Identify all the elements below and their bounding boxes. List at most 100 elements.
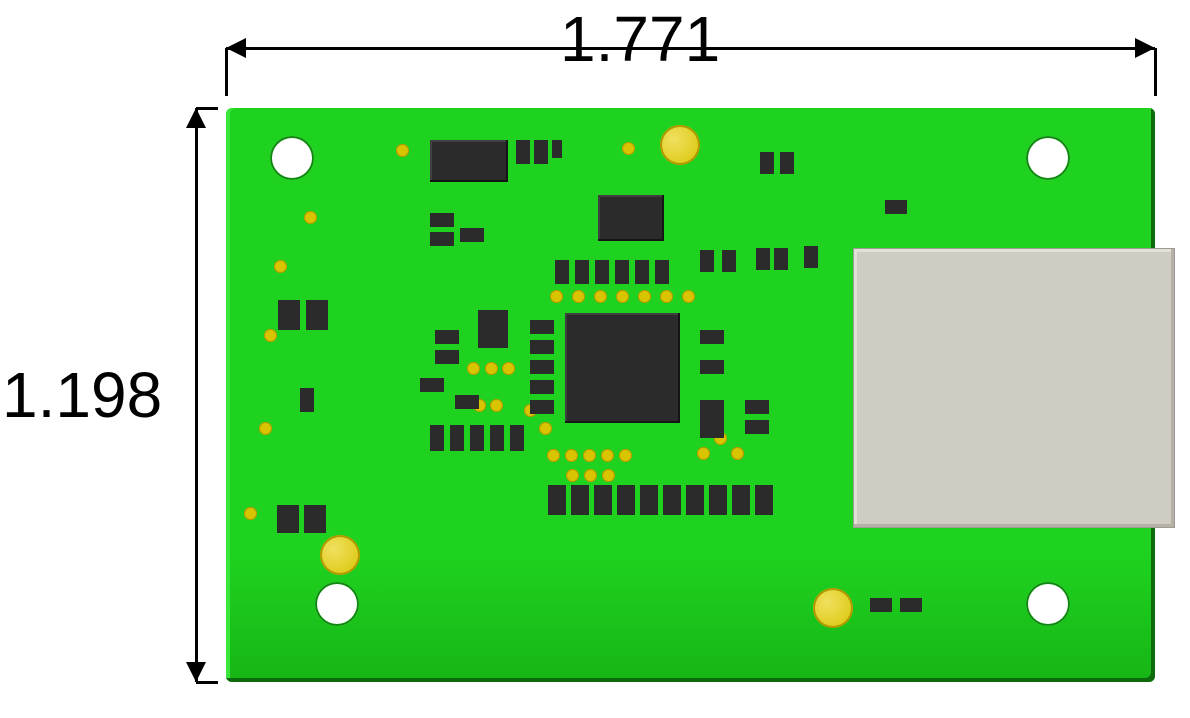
small-via-28 [602,469,615,482]
small-via-15 [485,362,498,375]
small-via-9 [594,290,607,303]
smd-component-47 [594,485,612,515]
smd-component-6 [278,300,300,330]
smd-component-38 [490,425,504,451]
smd-component-25 [478,310,508,348]
smd-component-30 [530,320,554,334]
smd-component-51 [686,485,704,515]
small-via-0 [304,211,317,224]
ic-chip-2 [565,313,680,423]
smd-component-7 [306,300,328,330]
small-via-13 [682,290,695,303]
large-via-2 [813,588,853,628]
smd-component-39 [510,425,524,451]
smd-component-5 [885,200,907,214]
smd-component-16 [756,248,770,270]
small-via-12 [660,290,673,303]
small-via-21 [547,449,560,462]
small-via-17 [490,399,503,412]
smd-component-43 [745,400,769,414]
smd-component-53 [732,485,750,515]
large-via-0 [660,125,700,165]
dim-height-line [195,108,198,682]
smd-component-27 [435,350,459,364]
smd-component-31 [530,340,554,354]
smd-component-11 [430,213,454,227]
smd-component-18 [804,246,818,268]
dim-height-arrow-top [186,108,206,128]
dim-width-arrow-left [226,38,246,58]
small-via-16 [502,362,515,375]
small-via-23 [583,449,596,462]
smd-component-48 [617,485,635,515]
smd-component-32 [530,360,554,374]
smd-component-13 [460,228,484,242]
smd-component-40 [700,330,724,344]
dim-height-arrow-bottom [186,662,206,682]
small-via-24 [601,449,614,462]
smd-component-10 [304,505,326,533]
smd-component-4 [780,152,794,174]
smd-component-8 [300,388,314,412]
small-via-20 [539,422,552,435]
smd-component-35 [430,425,444,451]
smd-component-45 [548,485,566,515]
smd-component-19 [555,260,569,284]
smd-component-36 [450,425,464,451]
smd-component-20 [575,260,589,284]
smd-component-17 [774,248,788,270]
smd-component-15 [722,250,736,272]
smd-component-0 [516,140,530,164]
smd-component-21 [595,260,609,284]
small-via-14 [467,362,480,375]
smd-component-23 [635,260,649,284]
smd-component-29 [455,395,479,409]
smd-component-26 [435,330,459,344]
small-via-10 [616,290,629,303]
dim-width-label: 1.771 [560,2,720,76]
small-via-4 [244,507,257,520]
smd-component-22 [615,260,629,284]
smd-component-28 [420,378,444,392]
smd-component-3 [760,152,774,174]
smd-component-1 [534,140,548,164]
mounting-hole-0 [270,136,314,180]
small-via-27 [584,469,597,482]
small-via-11 [638,290,651,303]
large-via-1 [320,535,360,575]
smd-component-12 [430,232,454,246]
small-via-6 [622,142,635,155]
smd-component-49 [640,485,658,515]
ic-chip-1 [598,195,664,241]
small-via-1 [274,260,287,273]
smd-component-42 [700,400,724,438]
dim-width-arrow-right [1135,38,1155,58]
smd-component-33 [530,380,554,394]
smd-component-37 [470,425,484,451]
mounting-hole-1 [1026,136,1070,180]
smd-component-2 [552,140,562,158]
small-via-31 [731,447,744,460]
dim-height-label: 1.198 [2,358,162,432]
small-via-22 [565,449,578,462]
smd-component-44 [745,420,769,434]
small-via-29 [697,447,710,460]
smd-component-41 [700,360,724,374]
ic-chip-0 [430,140,508,182]
small-via-7 [550,290,563,303]
smd-component-50 [663,485,681,515]
small-via-5 [396,144,409,157]
smd-component-46 [571,485,589,515]
smd-component-9 [277,505,299,533]
smd-component-14 [700,250,714,272]
small-via-3 [259,422,272,435]
smd-component-54 [755,485,773,515]
smd-component-55 [870,598,892,612]
small-via-8 [572,290,585,303]
small-via-25 [619,449,632,462]
smd-component-24 [655,260,669,284]
small-via-26 [566,469,579,482]
small-via-2 [264,329,277,342]
smd-component-34 [530,400,554,414]
smd-component-52 [709,485,727,515]
